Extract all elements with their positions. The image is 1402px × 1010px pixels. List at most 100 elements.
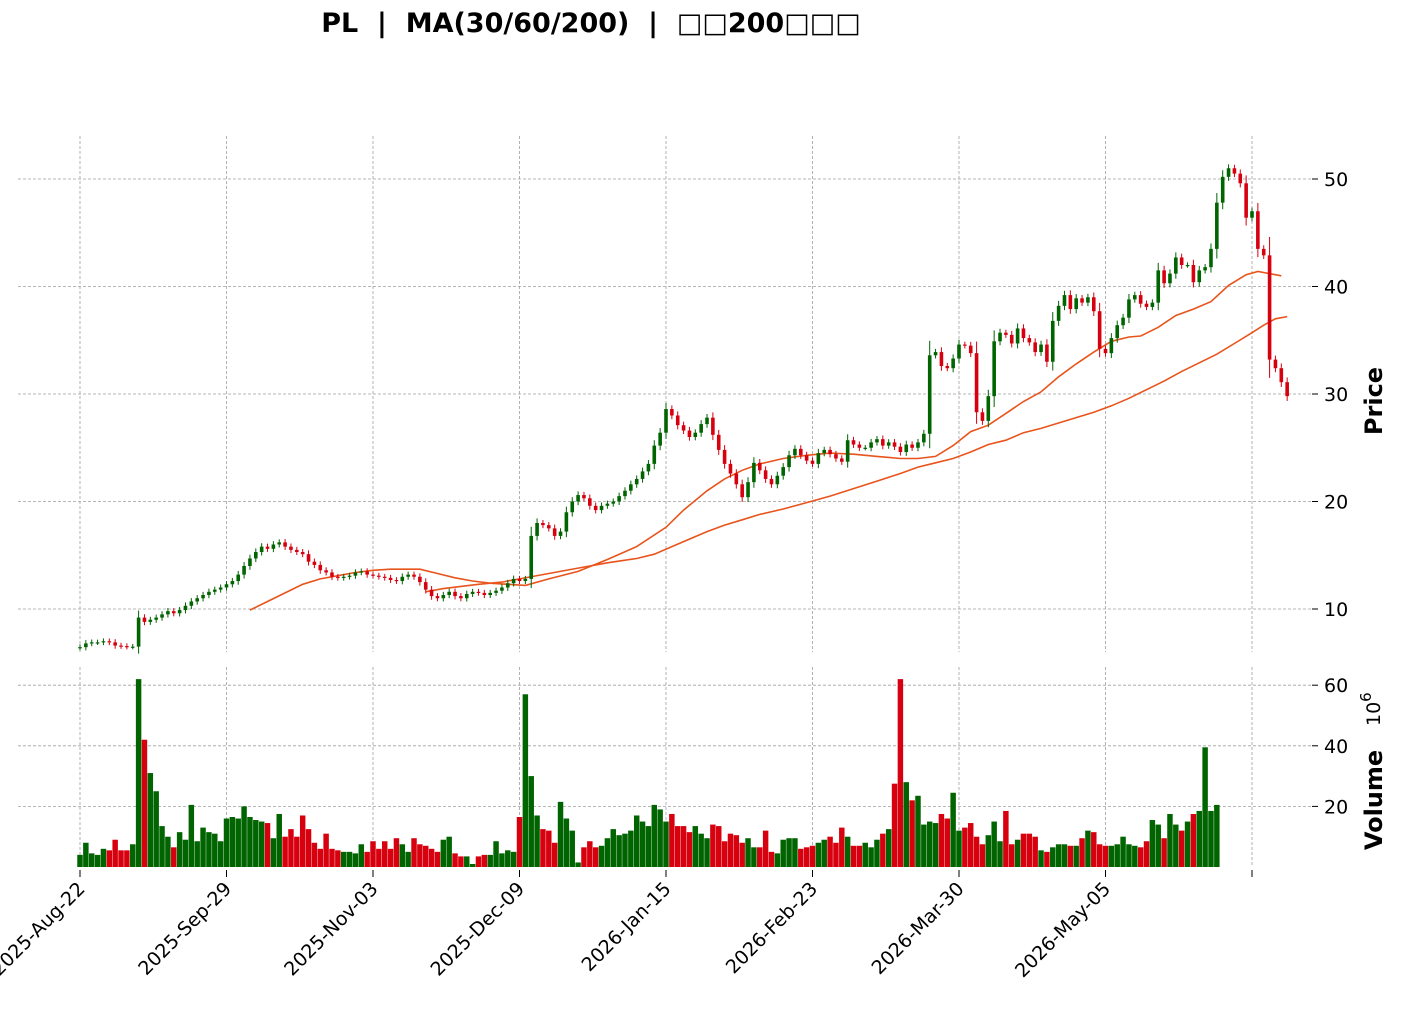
volume-bar (106, 850, 113, 867)
candle-body (453, 591, 457, 597)
candle-body (1144, 303, 1149, 307)
candle-body (505, 583, 510, 588)
candle-body (529, 535, 534, 579)
candle-body (388, 577, 393, 580)
candle-body (365, 571, 369, 575)
volume-bar (751, 847, 757, 867)
candle-body (752, 462, 756, 483)
candle-body (986, 396, 991, 421)
volume-bar (194, 841, 200, 867)
volume-bar (294, 836, 300, 867)
volume-bar (827, 836, 833, 867)
volume-bar (997, 841, 1003, 867)
candle-body (341, 576, 346, 578)
volume-bar (1114, 844, 1120, 867)
candle-body (224, 584, 229, 588)
candle-body (869, 442, 873, 448)
candle-body (1250, 211, 1254, 218)
volume-bar (452, 853, 458, 867)
volume-bar (264, 823, 271, 867)
volume-bar (346, 851, 353, 867)
volume-bar (217, 841, 224, 867)
candle-body (863, 447, 868, 449)
candle-body (1138, 295, 1143, 304)
candle-body (201, 595, 205, 599)
volume-bar (891, 783, 898, 867)
candle-body (611, 501, 616, 504)
volume-bar (534, 815, 540, 867)
ma-fast-line (249, 270, 1282, 611)
candle-body (945, 366, 950, 369)
volume-bar (270, 838, 277, 867)
candle-body (816, 453, 821, 464)
volume-bar (276, 813, 282, 867)
candle-body (857, 444, 862, 448)
candle-body (1156, 270, 1161, 303)
volume-bar (206, 832, 212, 867)
candle-body (1226, 168, 1231, 177)
candle-body (787, 455, 791, 468)
volume-bar (551, 842, 558, 867)
volume-bar (522, 694, 529, 867)
volume-bar (1026, 833, 1033, 867)
candle-body (336, 576, 340, 578)
volume-bar (991, 821, 997, 867)
volume-bar (944, 818, 951, 867)
volume-bar (434, 851, 441, 867)
volume-bar (1190, 813, 1197, 867)
candle-body (1220, 176, 1225, 203)
volume-bar (469, 863, 476, 867)
volume-bar (499, 853, 505, 867)
candle-body (359, 571, 364, 573)
volume-bar (370, 841, 376, 867)
volume-bar (745, 838, 751, 867)
candle-body (166, 611, 170, 615)
candle-body (746, 482, 750, 498)
volume-bar (235, 818, 241, 867)
candle-body (1027, 338, 1032, 343)
candle-body (1009, 334, 1014, 344)
candle-body (605, 503, 610, 506)
candle-body (892, 442, 897, 447)
candle-body (734, 473, 739, 485)
candle-body (687, 430, 692, 437)
candle-body (1256, 211, 1260, 249)
candle-body (728, 463, 733, 474)
volume-bar (171, 847, 177, 867)
volume-bar (575, 862, 581, 867)
volume-bar (212, 833, 218, 867)
candle-body (265, 546, 270, 549)
volume-bar (1079, 838, 1085, 867)
volume-bar (381, 841, 388, 867)
candle-body (1033, 342, 1037, 353)
candle-body (113, 642, 117, 646)
volume-bar (118, 850, 124, 867)
volume-bar (903, 782, 909, 867)
volume-bar (622, 833, 628, 867)
volume-bar (546, 830, 552, 867)
volume-tick-label: 20 (1324, 796, 1348, 818)
grid-lines (18, 136, 1312, 867)
candle-body (142, 617, 147, 622)
candle-body (798, 448, 803, 456)
candle-body (898, 446, 903, 453)
volume-bar (686, 832, 693, 867)
candle-body (769, 478, 774, 485)
candle-body (646, 463, 651, 472)
candle-body (886, 442, 891, 446)
candle-body (980, 412, 985, 421)
candle-body (570, 501, 575, 513)
volume-bar (1202, 747, 1208, 867)
volume-bar (1108, 845, 1115, 867)
volume-bar (299, 815, 306, 867)
candle-body (1185, 265, 1190, 267)
volume-bar (587, 841, 593, 867)
volume-bar (610, 829, 616, 867)
volume-bar (1196, 810, 1202, 867)
volume-bar (94, 854, 101, 867)
candle-body (195, 598, 199, 602)
volume-bar (487, 854, 493, 867)
price-tick-label: 50 (1324, 169, 1348, 191)
candle-body (875, 439, 879, 443)
